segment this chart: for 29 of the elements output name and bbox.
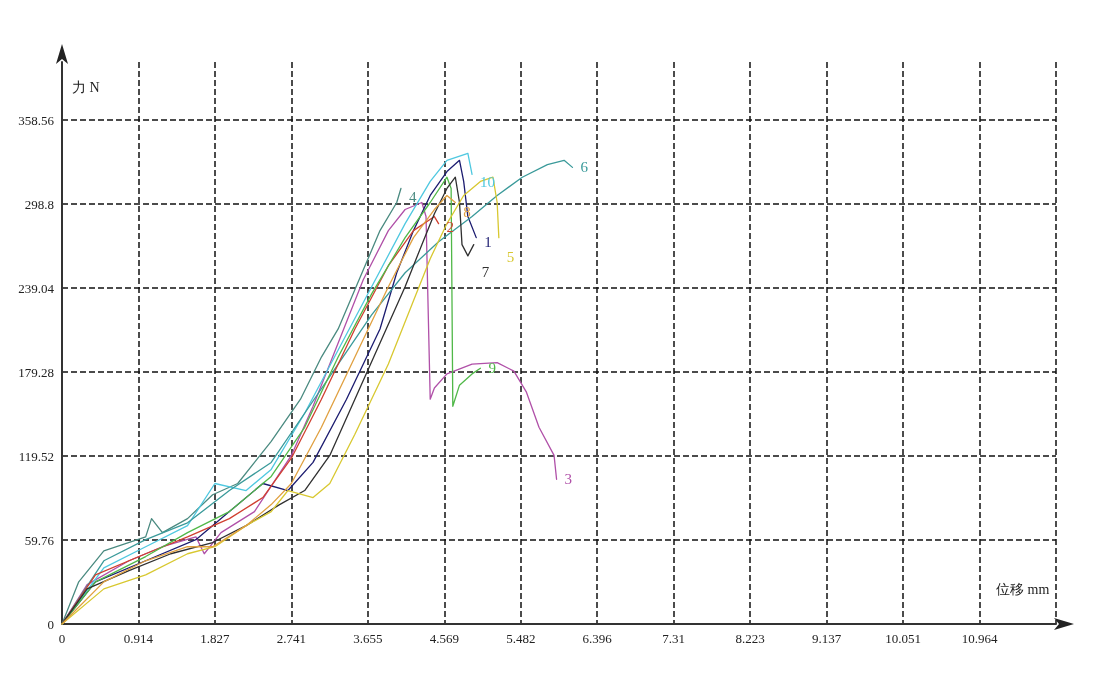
x-tick-label: 1.827 — [200, 631, 231, 646]
series-label: 6 — [580, 159, 589, 176]
y-tick-label: 0 — [47, 616, 54, 632]
x-tick-label: 9.137 — [812, 631, 842, 646]
y-tick-label: 298.8 — [24, 196, 54, 212]
series-label: 4 — [408, 189, 417, 206]
x-tick-label: 6.396 — [582, 631, 613, 646]
x-tick-label: 3.655 — [353, 631, 383, 646]
series-label: 7 — [481, 264, 490, 281]
x-tick-label: 5.482 — [506, 631, 536, 646]
y-tick-label: 59.76 — [24, 532, 55, 548]
y-axis-title: 力 N — [72, 79, 100, 95]
series-label: 1 — [484, 234, 492, 251]
y-tick-label: 179.28 — [18, 364, 54, 380]
x-tick-label: 2.741 — [276, 631, 306, 646]
y-tick-label: 239.04 — [18, 280, 55, 296]
x-tick-label: 0.914 — [123, 631, 154, 646]
x-tick-label: 10.964 — [961, 631, 998, 646]
series-label: 5 — [506, 249, 515, 266]
y-tick-label: 119.52 — [18, 448, 54, 464]
x-tick-label: 7.31 — [662, 631, 686, 646]
series-label: 9 — [488, 360, 496, 377]
x-tick-label: 10.051 — [885, 631, 921, 646]
y-tick-label: 358.56 — [18, 112, 55, 128]
x-axis-title: 位移 mm — [996, 581, 1050, 597]
x-tick-label: 8.223 — [735, 631, 765, 646]
series-label: 3 — [564, 471, 573, 488]
x-tick-label: 4.569 — [429, 631, 459, 646]
x-tick-label: 0 — [58, 631, 66, 646]
